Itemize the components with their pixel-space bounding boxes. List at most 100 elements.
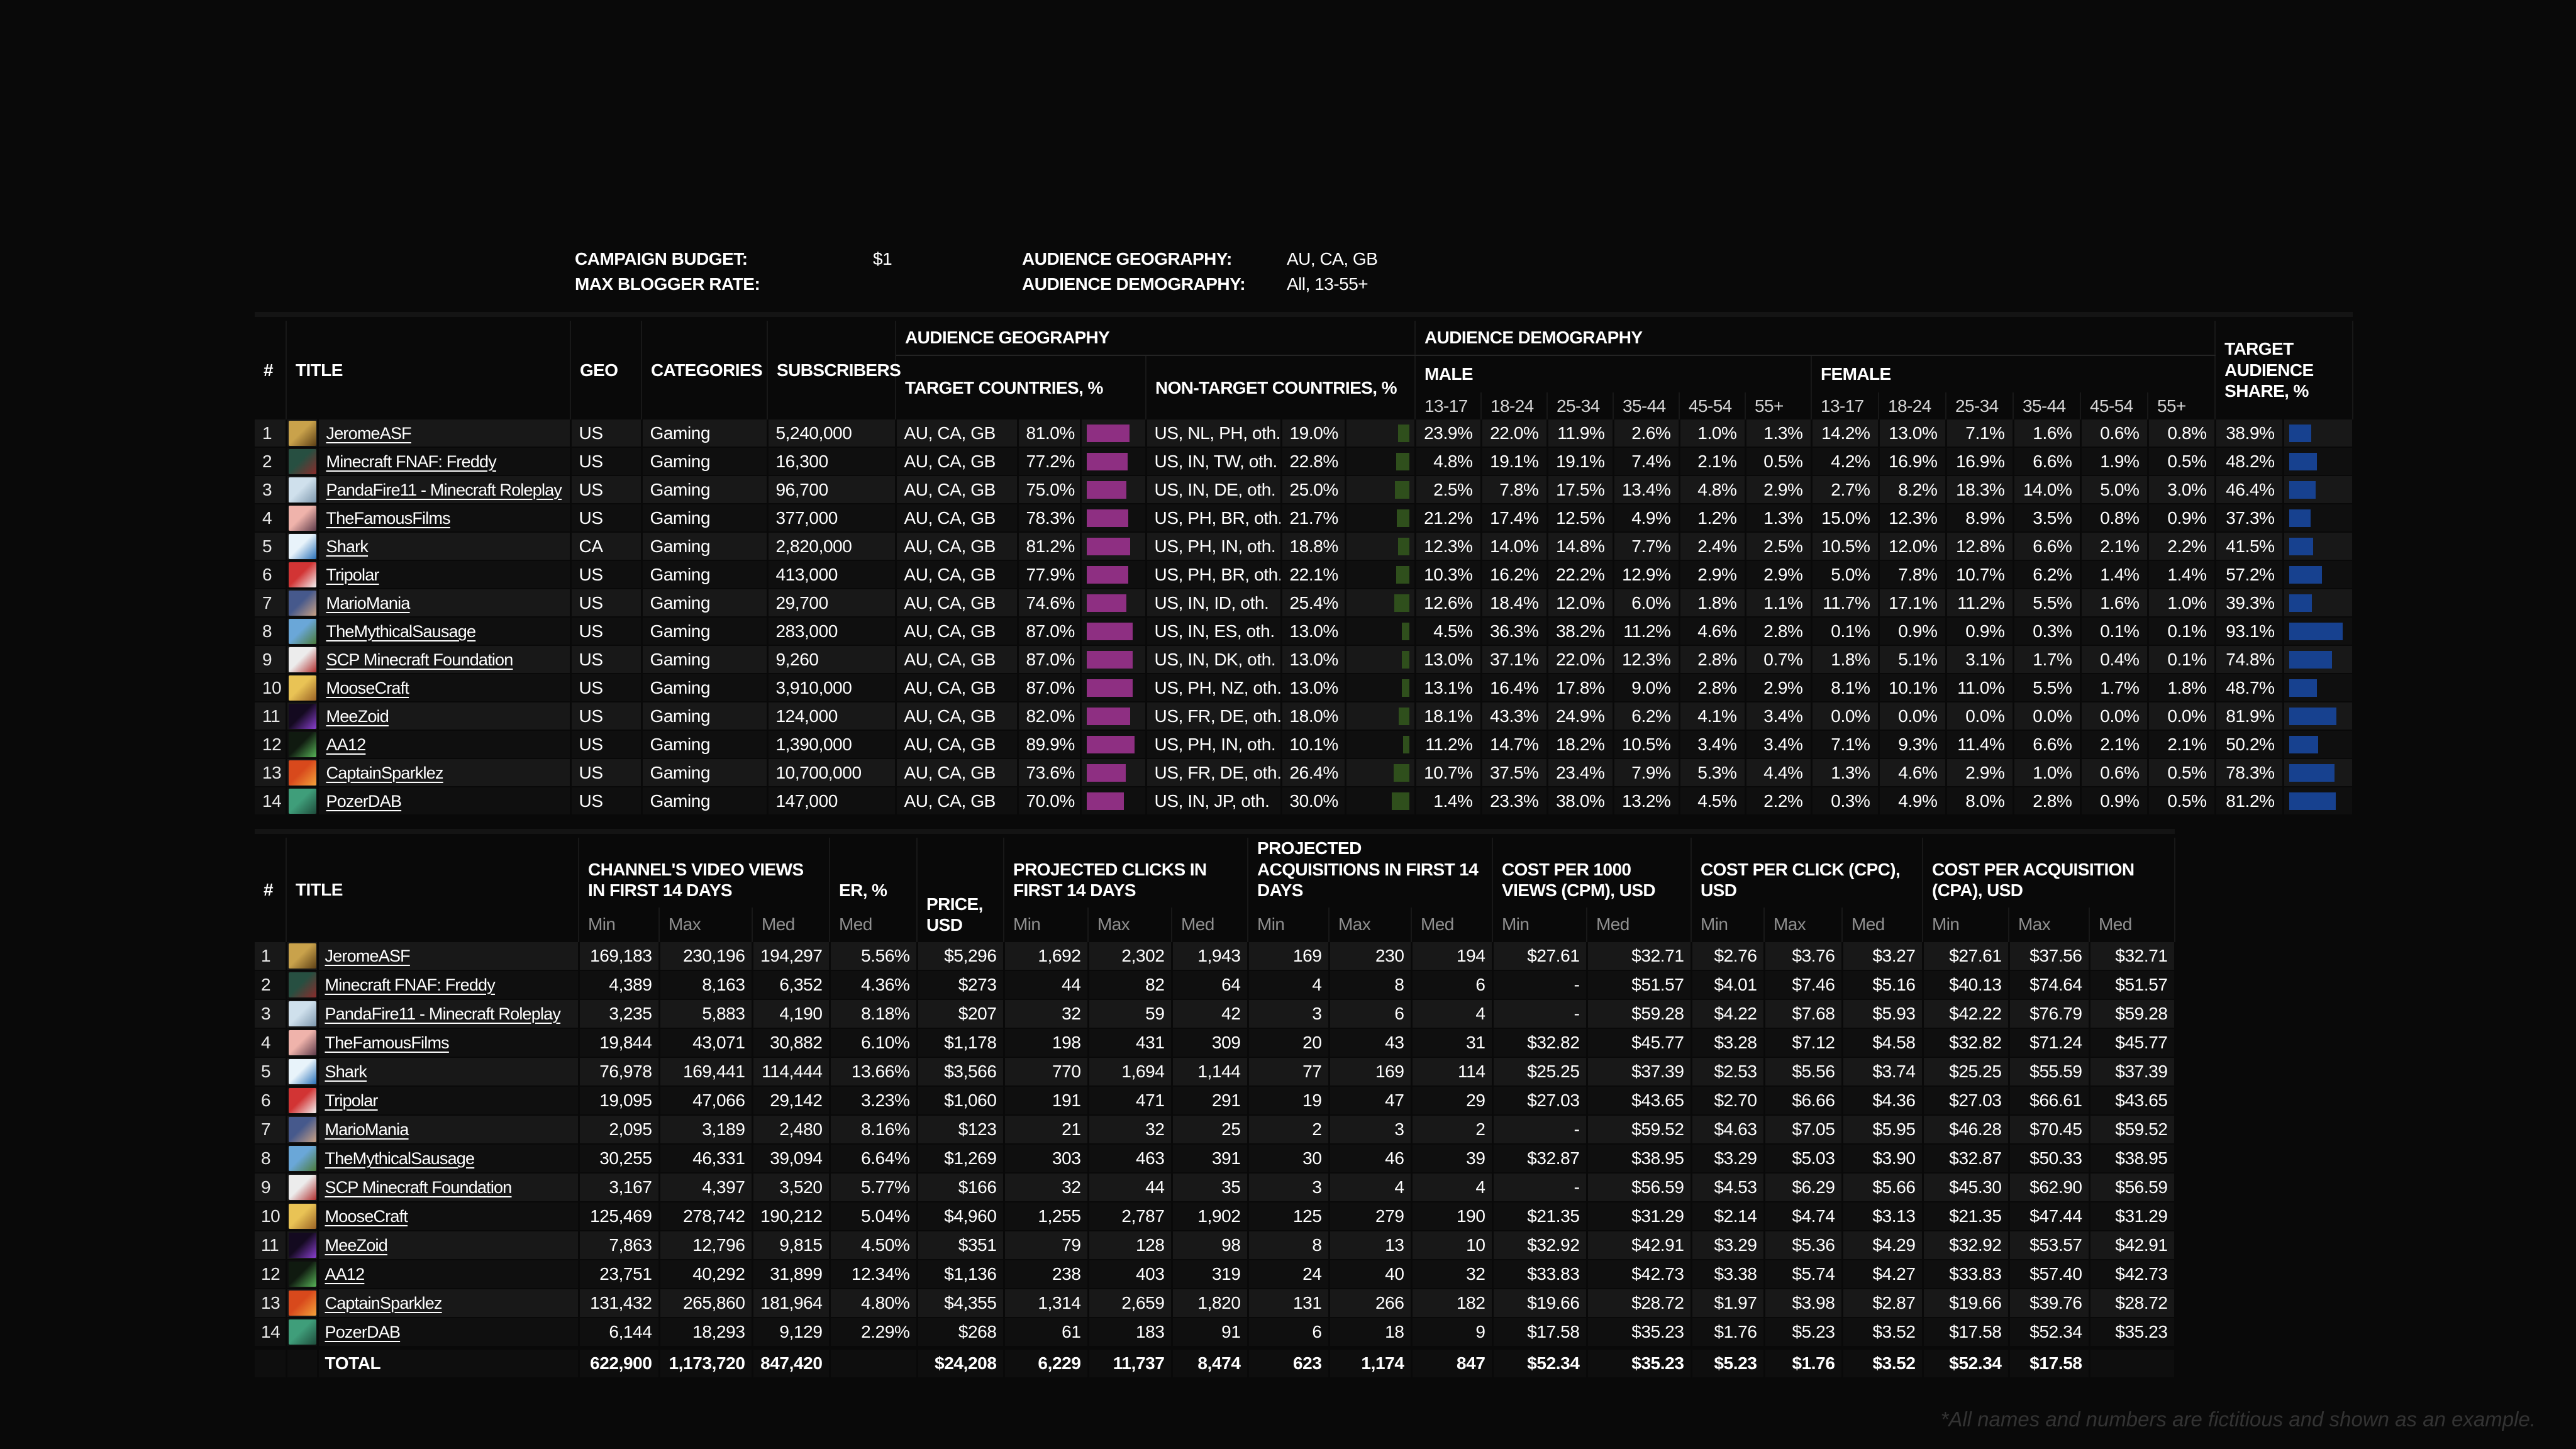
channel-title-link[interactable]: PozerDAB: [325, 1322, 401, 1341]
clicks-max: 431: [1088, 1028, 1173, 1058]
price: $166: [917, 1172, 1005, 1202]
table-row: 14 PozerDAB 6,144 18,293 9,129 2.29% $26…: [255, 1317, 2176, 1348]
cpm-min: -: [1492, 1172, 1588, 1202]
non-target-countries-cell: US, NL, PH, oth.: [1146, 419, 1282, 448]
target-countries-bar: [1086, 792, 1124, 810]
channel-title-link[interactable]: Minecraft FNAF: Freddy: [326, 452, 497, 471]
channel-title-link[interactable]: AA12: [325, 1264, 365, 1284]
non-target-countries-bar-cell: [1345, 532, 1416, 561]
total-views-max: 1,173,720: [659, 1345, 753, 1379]
row-number: 2: [255, 970, 287, 1000]
table-row: 11 MeeZoid US Gaming 124,000 AU, CA, GB …: [255, 702, 2354, 731]
female-55plus: 1.8%: [2148, 674, 2216, 702]
views-max: 3,189: [659, 1114, 753, 1145]
target-share-bar: [2289, 452, 2317, 470]
channel-title-link[interactable]: CaptainSparklez: [325, 1293, 443, 1313]
channel-title-link[interactable]: MooseCraft: [325, 1206, 408, 1226]
channel-avatar: [288, 448, 316, 474]
non-target-countries-bar-cell: [1345, 475, 1416, 504]
channel-title-link[interactable]: AA12: [326, 735, 367, 754]
table-row: 1 JeromeASF US Gaming 5,240,000 AU, CA, …: [255, 419, 2354, 448]
female-25-34: 11.0%: [1946, 674, 2014, 702]
clicks-max: 59: [1088, 999, 1173, 1029]
cpc-max: $5.74: [1764, 1259, 1843, 1289]
female-55plus: 0.8%: [2148, 419, 2216, 448]
views-min: 7,863: [579, 1230, 660, 1260]
category-cell: Gaming: [641, 589, 769, 618]
channel-title-link[interactable]: MooseCraft: [326, 678, 409, 697]
clicks-max: 44: [1088, 1172, 1173, 1202]
male-55plus: 2.8%: [1745, 617, 1813, 646]
channel-title-link[interactable]: SCP Minecraft Foundation: [325, 1177, 513, 1197]
non-target-countries-cell: US, IN, ID, oth.: [1146, 589, 1282, 618]
channel-title-link[interactable]: JeromeASF: [325, 946, 411, 965]
female-55plus: 3.0%: [2148, 475, 2216, 504]
female-55plus: 2.1%: [2148, 730, 2216, 759]
channel-title-link[interactable]: TheFamousFilms: [325, 1033, 450, 1052]
channel-title-link[interactable]: Shark: [326, 536, 369, 556]
table-row: 5 Shark 76,978 169,441 114,444 13.66% $3…: [255, 1057, 2176, 1087]
cpc-max: $3.76: [1764, 941, 1843, 971]
female-35-44: 1.7%: [2013, 645, 2082, 674]
cpc-med: $3.27: [1842, 941, 1924, 971]
channel-title-link[interactable]: MarioMania: [325, 1119, 409, 1139]
row-number: 6: [255, 1085, 287, 1116]
channel-title-link[interactable]: Tripolar: [326, 565, 380, 584]
male-45-54: 5.3%: [1679, 758, 1746, 787]
avatar-cell: [286, 941, 319, 971]
target-share-pct: 74.8%: [2215, 645, 2284, 674]
channel-title-link[interactable]: SCP Minecraft Foundation: [326, 650, 514, 669]
non-target-countries-bar: [1398, 537, 1409, 555]
female-13-17: 4.2%: [1811, 447, 1880, 476]
target-share-bar-cell: [2283, 560, 2354, 589]
channel-avatar: [288, 1261, 316, 1287]
channel-avatar: [288, 731, 316, 757]
male-45-54: 2.1%: [1679, 447, 1746, 476]
cpc-max: $7.12: [1764, 1028, 1843, 1058]
male-35-44: 7.4%: [1613, 447, 1680, 476]
non-target-countries-bar: [1401, 679, 1409, 697]
channel-avatar: [288, 1232, 316, 1258]
cpa-min: $33.83: [1923, 1259, 2010, 1289]
avatar-cell: [286, 674, 319, 702]
campaign-budget-value[interactable]: $1: [873, 249, 892, 269]
age-header-male: 13-17: [1415, 392, 1482, 419]
non-target-countries-bar: [1398, 707, 1409, 725]
channel-title-link[interactable]: Minecraft FNAF: Freddy: [325, 975, 496, 994]
channel-title-link[interactable]: MarioMania: [326, 593, 411, 613]
cpa-min: $32.92: [1923, 1230, 2010, 1260]
table-row: 8 TheMythicalSausage 30,255 46,331 39,09…: [255, 1143, 2176, 1174]
channel-title-link[interactable]: TheMythicalSausage: [326, 621, 477, 641]
cpc-min: $2.76: [1691, 941, 1765, 971]
channel-title-link[interactable]: PandaFire11 - Minecraft Roleplay: [326, 480, 562, 499]
category-cell: Gaming: [641, 447, 769, 476]
cpm-min: $17.58: [1492, 1317, 1588, 1348]
total-cpc-min: $5.23: [1691, 1345, 1765, 1379]
channel-title-link[interactable]: TheFamousFilms: [326, 508, 451, 528]
table-row: 4 TheFamousFilms US Gaming 377,000 AU, C…: [255, 504, 2354, 533]
channel-title-link[interactable]: TheMythicalSausage: [325, 1148, 475, 1168]
channel-title-link[interactable]: MeeZoid: [325, 1235, 388, 1255]
channel-title-link[interactable]: MeeZoid: [326, 706, 389, 726]
target-countries-bar: [1086, 565, 1128, 584]
audience-geography-value[interactable]: AU, CA, GB: [1287, 249, 1378, 269]
target-countries-bar-cell: [1080, 504, 1147, 533]
views-med: 39,094: [752, 1143, 831, 1174]
channel-title-link[interactable]: Tripolar: [325, 1091, 379, 1110]
cpa-min: $19.66: [1923, 1288, 2010, 1318]
male-25-34: 24.9%: [1547, 702, 1614, 731]
views-max: 230,196: [659, 941, 753, 971]
channel-title-cell: JeromeASF: [318, 419, 572, 448]
channel-title-link[interactable]: CaptainSparklez: [326, 763, 444, 782]
audience-demography-value[interactable]: All, 13-55+: [1287, 274, 1368, 294]
channel-title-link[interactable]: PandaFire11 - Minecraft Roleplay: [325, 1004, 561, 1023]
channel-title-link[interactable]: PozerDAB: [326, 791, 402, 811]
male-13-17: 10.3%: [1415, 560, 1482, 589]
non-target-countries-bar: [1398, 424, 1409, 442]
male-45-54: 4.8%: [1679, 475, 1746, 504]
female-25-34: 12.8%: [1946, 532, 2014, 561]
channel-title-link[interactable]: Shark: [325, 1062, 367, 1081]
acq-med: 9: [1411, 1317, 1494, 1348]
male-25-34: 23.4%: [1547, 758, 1614, 787]
channel-title-link[interactable]: JeromeASF: [326, 423, 412, 443]
